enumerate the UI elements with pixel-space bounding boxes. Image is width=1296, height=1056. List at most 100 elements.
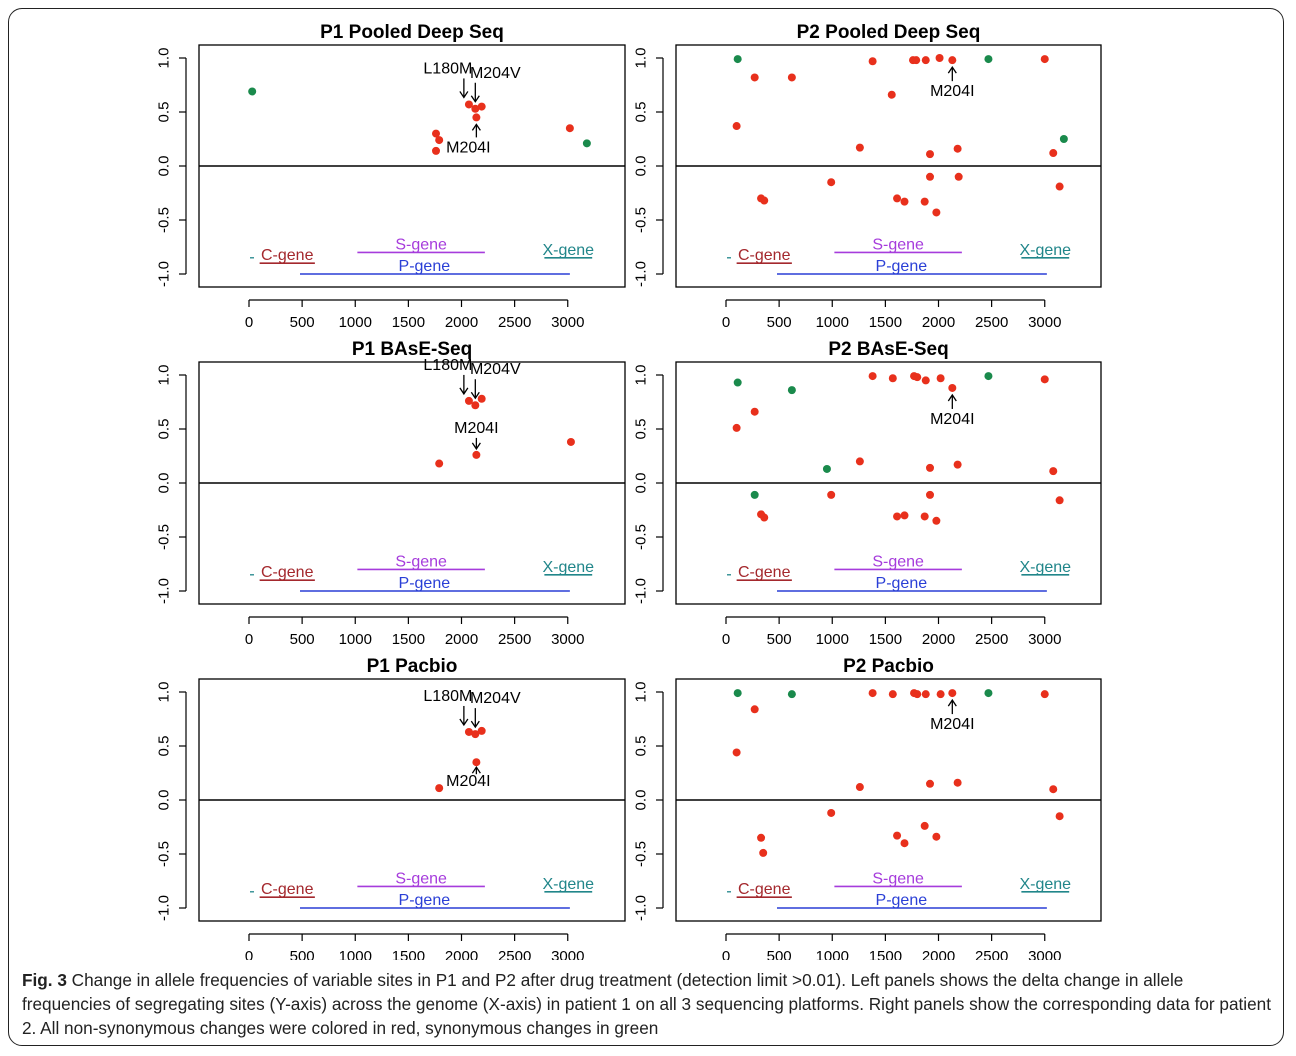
point-nonsynonymous	[912, 56, 921, 65]
x-tick-label: 2000	[445, 314, 478, 331]
point-synonymous	[582, 139, 591, 148]
y-tick-label: -0.5	[633, 524, 650, 550]
y-tick-label: 0.5	[156, 736, 173, 757]
x-tick-label: 500	[290, 314, 315, 331]
panel-title: P1 Pooled Deep Seq	[320, 22, 504, 43]
x-tick-label: 3000	[1028, 948, 1061, 960]
point-nonsynonymous	[926, 150, 934, 159]
gene-label-s-gene: S-gene	[872, 236, 924, 253]
annotation-label: M204I	[446, 139, 490, 156]
x-tick-label: 500	[767, 631, 792, 648]
point-nonsynonymous	[948, 56, 957, 65]
point-nonsynonymous	[464, 396, 473, 405]
point-synonymous	[787, 386, 796, 395]
y-tick-label: 0.0	[156, 473, 173, 494]
point-nonsynonymous	[855, 143, 864, 152]
gene-label-p-gene: P-gene	[399, 892, 451, 909]
panel-title: P1 Pacbio	[367, 656, 458, 677]
point-nonsynonymous	[926, 463, 934, 472]
x-tick-label: 0	[722, 948, 730, 960]
y-tick-label: 0.0	[633, 473, 650, 494]
point-nonsynonymous	[471, 104, 480, 113]
gene-label-p-gene: P-gene	[399, 575, 451, 592]
y-tick-label: 0.5	[156, 102, 173, 123]
point-nonsynonymous	[920, 197, 929, 206]
point-nonsynonymous	[1049, 467, 1058, 476]
point-nonsynonymous	[900, 839, 909, 848]
point-nonsynonymous	[953, 778, 962, 787]
x-tick-label: 3000	[551, 948, 584, 960]
point-nonsynonymous	[921, 376, 930, 385]
point-nonsynonymous	[1040, 690, 1049, 699]
point-nonsynonymous	[432, 146, 440, 155]
annotation-m204v: M204V	[470, 361, 521, 400]
point-synonymous	[733, 689, 742, 698]
point-nonsynonymous	[855, 457, 864, 466]
point-nonsynonymous	[953, 460, 962, 469]
x-tick-label: 1000	[339, 948, 372, 960]
annotation-label: M204I	[454, 420, 498, 437]
point-nonsynonymous	[750, 73, 759, 82]
point-nonsynonymous	[477, 726, 486, 735]
x-tick-label: 1500	[392, 631, 425, 648]
y-tick-label: -1.0	[156, 261, 173, 287]
point-nonsynonymous	[893, 831, 902, 840]
point-nonsynonymous	[926, 172, 934, 181]
gene-label-p-gene: P-gene	[399, 258, 451, 275]
point-nonsynonymous	[888, 374, 897, 383]
y-tick-label: 1.0	[633, 48, 650, 69]
point-nonsynonymous	[760, 196, 769, 205]
gene-label-x-gene: X-gene	[542, 559, 594, 576]
point-nonsynonymous	[868, 57, 877, 66]
y-tick-label: 0.0	[633, 790, 650, 811]
point-nonsynonymous	[827, 490, 836, 499]
y-tick-label: 0.0	[633, 156, 650, 177]
point-nonsynonymous	[472, 113, 481, 122]
point-synonymous	[248, 87, 257, 96]
point-nonsynonymous	[750, 407, 759, 416]
annotation-m204i: M204I	[446, 766, 491, 790]
point-nonsynonymous	[948, 689, 957, 698]
x-tick-label: 3000	[1028, 631, 1061, 648]
gene-label-c-gene: C-gene	[738, 564, 791, 581]
point-nonsynonymous	[732, 748, 741, 757]
x-tick-label: 0	[245, 631, 253, 648]
x-tick-label: 1500	[869, 948, 902, 960]
y-tick-label: 1.0	[156, 682, 173, 703]
point-nonsynonymous	[435, 784, 444, 793]
point-nonsynonymous	[868, 372, 877, 381]
x-tick-label: 1000	[816, 314, 849, 331]
point-nonsynonymous	[477, 394, 486, 403]
point-nonsynonymous	[471, 730, 480, 739]
annotation-m204v: M204V	[470, 65, 521, 103]
point-nonsynonymous	[936, 690, 945, 699]
point-nonsynonymous	[932, 516, 941, 525]
point-synonymous	[984, 689, 993, 698]
point-synonymous	[984, 372, 993, 381]
point-nonsynonymous	[1049, 149, 1058, 158]
x-tick-label: 500	[767, 948, 792, 960]
x-tick-label: 1500	[869, 631, 902, 648]
point-nonsynonymous	[900, 511, 909, 520]
gene-label-c-gene: C-gene	[261, 564, 314, 581]
y-tick-label: 1.0	[156, 48, 173, 69]
annotation-m204i: M204I	[454, 420, 499, 451]
y-tick-label: -1.0	[633, 578, 650, 604]
annotation-m204i: M204I	[930, 393, 975, 428]
x-tick-label: 2000	[445, 631, 478, 648]
point-nonsynonymous	[926, 779, 934, 788]
point-nonsynonymous	[1040, 55, 1049, 64]
y-tick-label: 0.5	[633, 102, 650, 123]
point-synonymous	[984, 55, 993, 64]
y-tick-label: 0.5	[156, 419, 173, 440]
point-nonsynonymous	[900, 197, 909, 206]
gene-label-c-gene: C-gene	[738, 881, 791, 898]
y-tick-label: -0.5	[156, 841, 173, 867]
point-nonsynonymous	[932, 208, 941, 217]
y-tick-label: 1.0	[633, 365, 650, 386]
gene-label-p-gene: P-gene	[876, 575, 928, 592]
point-nonsynonymous	[921, 56, 930, 65]
annotation-label: M204V	[470, 690, 521, 707]
x-tick-label: 2000	[922, 631, 955, 648]
point-nonsynonymous	[435, 459, 444, 468]
